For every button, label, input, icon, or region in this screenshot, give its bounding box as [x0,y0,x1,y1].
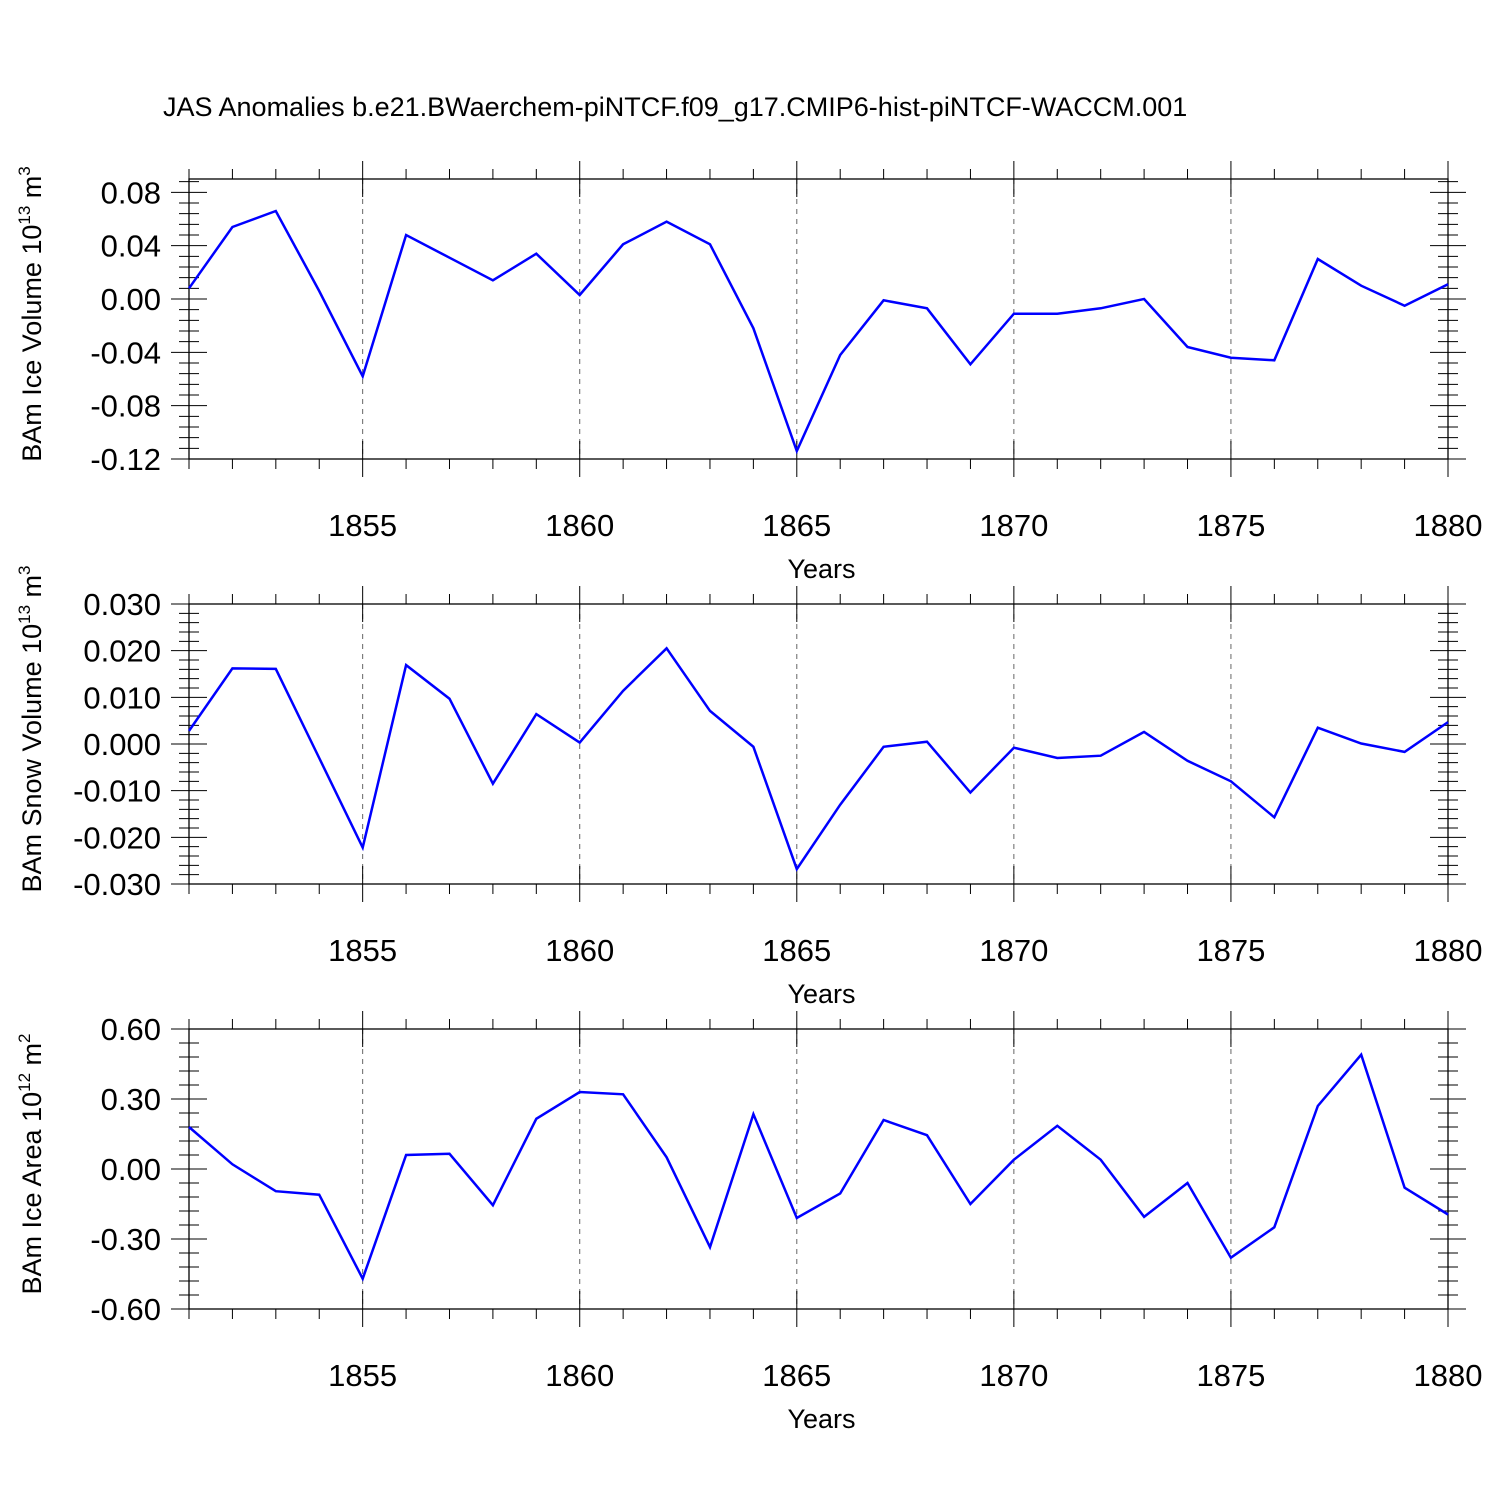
x-tick-label: 1880 [1414,1358,1483,1393]
plot-frame [188,603,1449,885]
plot-frame [188,1028,1449,1310]
series-line [187,646,1449,872]
x-tick-label: 1865 [762,508,831,543]
y-axis-title-unit: m [17,176,47,206]
major-ticks [171,161,1466,477]
minor-ticks [179,1019,1458,1319]
x-tick-label: 1860 [545,508,614,543]
x-tick-label: 1875 [1196,508,1265,543]
x-tick-labels: 1855 1860 1865 1870 1875 1880 [328,508,1482,543]
y-tick-label: -0.030 [73,867,161,902]
x-axis-title: Years [787,1404,855,1434]
minor-ticks [179,594,1458,894]
y-axis-title: BAm Snow Volume 1013 m3 [15,565,47,892]
y-axis-title-exponent: 12 [15,1073,34,1092]
y-tick-label: -0.020 [73,820,161,855]
y-tick-label: -0.60 [90,1292,161,1327]
y-axis-title-exponent: 13 [15,206,34,225]
figure-title: JAS Anomalies b.e21.BWaerchem-piNTCF.f09… [163,92,1187,122]
y-tick-labels: -0.60 -0.30 0.00 0.30 0.60 [90,1012,161,1327]
y-tick-label: 0.00 [101,1152,161,1187]
x-tick-label: 1860 [545,933,614,968]
x-tick-label: 1875 [1196,1358,1265,1393]
x-tick-label: 1880 [1414,933,1483,968]
y-axis-title-main: BAm Ice Volume 10 [17,225,47,462]
series-line [187,209,1449,455]
y-tick-label: -0.30 [90,1222,161,1257]
x-tick-label: 1860 [545,1358,614,1393]
y-tick-labels: -0.12 -0.08 -0.04 0.00 0.04 0.08 [90,175,161,477]
panel-ice-volume: -0.12 -0.08 -0.04 0.00 0.04 0.08 1855 1860 1865… [15,161,1482,584]
x-tick-label: 1870 [979,933,1048,968]
x-tick-label: 1855 [328,508,397,543]
x-tick-label: 1880 [1414,508,1483,543]
y-axis-title-unit-exponent: 2 [15,1034,34,1043]
x-tick-label: 1870 [979,508,1048,543]
y-tick-label: 0.60 [101,1012,161,1047]
y-tick-label: 0.010 [83,680,161,715]
minor-ticks [179,169,1458,469]
y-tick-label: 0.030 [83,587,161,622]
x-tick-label: 1870 [979,1358,1048,1393]
plot-frame [188,178,1449,460]
y-axis-title-unit: m [17,575,47,605]
x-axis-title: Years [787,554,855,584]
panel-snow-volume: -0.030 -0.020 -0.010 0.000 0.010 0.020 0.030 1… [15,565,1482,1009]
y-axis-title-main: BAm Snow Volume 10 [17,624,47,893]
y-tick-label: 0.000 [83,727,161,762]
major-ticks [171,1011,1466,1327]
xgrid [362,179,1232,459]
xgrid [362,604,1232,884]
x-tick-label: 1875 [1196,933,1265,968]
y-tick-label: 0.08 [101,175,161,210]
y-axis-title-unit: m [17,1043,47,1073]
y-axis-title-unit-exponent: 3 [15,565,34,574]
x-axis-title: Years [787,979,855,1009]
y-tick-label: -0.08 [90,389,161,424]
y-axis-title-unit-exponent: 3 [15,166,34,175]
y-tick-label: -0.010 [73,774,161,809]
panel-ice-area: -0.60-0.300.000.300.60 1855 1860 1865 1870 1… [15,1011,1482,1434]
y-axis-title-main: BAm Ice Area 10 [17,1092,47,1295]
y-tick-label: -0.04 [90,335,161,370]
x-tick-label: 1855 [328,933,397,968]
major-ticks [171,586,1466,902]
y-tick-label: 0.30 [101,1082,161,1117]
y-tick-label: 0.04 [101,229,161,264]
x-tick-label: 1855 [328,1358,397,1393]
y-axis-title: BAm Ice Area 1012 m2 [15,1034,47,1295]
y-axis-title: BAm Ice Volume 1013 m3 [15,166,47,462]
x-tick-label: 1865 [762,1358,831,1393]
y-tick-label: 0.00 [101,282,161,317]
x-tick-labels: 1855 1860 1865 1870 1875 1880 [328,933,1482,968]
y-axis-title-exponent: 13 [15,605,34,624]
y-tick-label: -0.12 [90,442,161,477]
y-tick-labels: -0.030 -0.020 -0.010 0.000 0.010 0.020 0.030 [73,587,161,902]
x-tick-label: 1865 [762,933,831,968]
series-line [188,1052,1449,1282]
x-tick-labels: 1855 1860 1865 1870 1875 1880 [328,1358,1482,1393]
y-tick-label: 0.020 [83,634,161,669]
xgrid [362,1029,1232,1309]
